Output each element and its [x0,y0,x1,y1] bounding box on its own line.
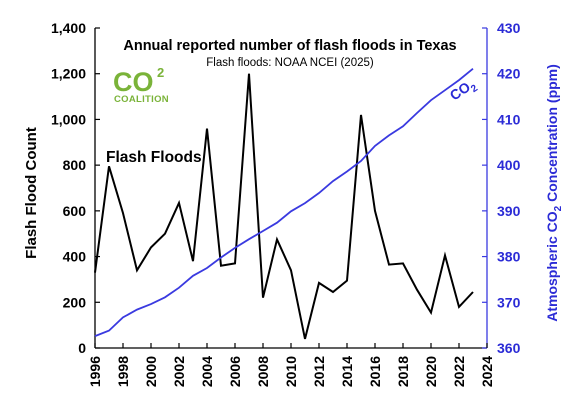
x-tick-label: 2020 [423,356,439,387]
y-left-tick-label: 1,000 [51,111,86,127]
y-axis-right-label-sub: 2 [553,205,564,211]
x-tick-label: 2000 [143,356,159,387]
co2-line [94,68,474,337]
y-axis-right-label: Atmospheric CO2 Concentration (ppm) [544,64,564,322]
x-tick-label: 2012 [311,356,327,387]
y-right-tick-label: 420 [497,66,521,82]
flash-floods-annotation: Flash Floods [106,149,202,166]
y-right-tick-label: 390 [497,203,521,219]
y-right-tick-label: 380 [497,249,521,265]
co2-coalition-logo: CO 2 COALITION [113,65,169,105]
y-right-tick-label: 410 [497,111,521,127]
y-left-tick-label: 400 [63,249,87,265]
x-tick-label: 2004 [199,356,215,387]
x-tick-label: 2006 [227,356,243,387]
y-left-tick-label: 200 [63,294,87,310]
logo-subscript: 2 [157,65,164,80]
y-left-tick-label: 1,400 [51,20,86,36]
x-tick-label: 1998 [115,356,131,387]
chart-title: Annual reported number of flash floods i… [123,38,456,54]
chart-subtitle: Flash floods: NOAA NCEI (2025) [206,57,374,69]
logo-co-text: CO [113,67,154,97]
co2-annotation-main: CO [447,78,473,103]
y-left-tick-label: 800 [63,157,87,173]
y-axis-right-label-part2: Concentration (ppm) [544,64,560,206]
flash-flood-line [94,73,474,340]
co2-annotation: CO2 [447,75,481,107]
logo-coalition-text: COALITION [114,94,169,105]
x-tick-label: 2024 [479,356,495,387]
x-tick-label: 2022 [451,356,467,387]
x-tick-label: 1996 [87,356,103,387]
x-tick-label: 2014 [339,356,355,387]
y-right-tick-label: 430 [497,20,521,36]
x-tick-label: 2008 [255,356,271,387]
y-right-tick-label: 400 [497,157,521,173]
x-tick-label: 2002 [171,356,187,387]
y-right-tick-label: 370 [497,294,521,310]
x-tick-label: 2010 [283,356,299,387]
y-axis-left-label: Flash Flood Count [23,127,40,259]
y-left-tick-label: 0 [78,340,86,356]
x-tick-label: 2016 [367,356,383,387]
y-left-tick-label: 600 [63,203,87,219]
y-axis-right-label-part1: Atmospheric CO [544,211,560,322]
co2-annotation-sub: 2 [469,83,480,95]
x-tick-label: 2018 [395,356,411,387]
y-left-tick-label: 1,200 [51,66,86,82]
y-right-tick-label: 360 [497,340,521,356]
series-layer [94,68,474,340]
axes-layer: 0 200 400 600 800 1,000 1,200 1,400 360 370 380 390… [51,20,521,387]
